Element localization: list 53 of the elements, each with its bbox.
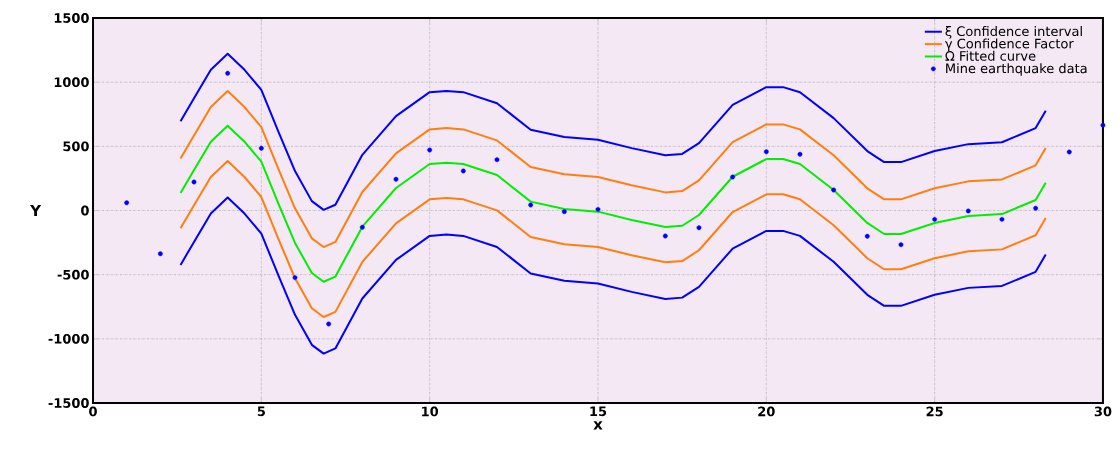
point [124, 200, 130, 206]
point [191, 179, 197, 185]
x-tick-label: 30 [1094, 406, 1112, 417]
line-series [179, 124, 1047, 283]
x-tick-label: 15 [590, 406, 607, 417]
point [797, 151, 803, 157]
point [494, 157, 500, 163]
point [763, 149, 769, 155]
y-tick-label: 1500 [54, 13, 89, 23]
point [326, 321, 332, 327]
legend-label: Ω Fitted curve [945, 50, 1036, 61]
line-series [179, 159, 1047, 319]
line-series [179, 90, 1047, 249]
y-tick-label: 1000 [54, 77, 89, 88]
point [460, 168, 466, 174]
point [359, 224, 365, 230]
y-axis-title: Y [30, 205, 42, 216]
point [427, 147, 433, 153]
legend-label: Mine earthquake data [946, 63, 1087, 76]
point [1100, 122, 1106, 128]
y-tick-label: -500 [57, 269, 89, 280]
point [258, 145, 264, 151]
point [292, 275, 298, 281]
legend-label: γ Confidence Factor [945, 38, 1074, 51]
point [1033, 205, 1039, 211]
y-tick-label: -1000 [48, 333, 89, 344]
point [932, 216, 938, 222]
y-tick-label: -1500 [48, 398, 89, 408]
point [393, 176, 399, 182]
point [696, 225, 702, 231]
point [1066, 149, 1072, 155]
x-tick-label: 5 [257, 406, 265, 417]
point [999, 216, 1005, 222]
point [831, 187, 837, 193]
point [157, 251, 163, 257]
point [730, 174, 736, 180]
point [595, 206, 601, 212]
point [965, 208, 971, 214]
x-tick-label: 20 [758, 406, 775, 417]
point [561, 209, 567, 215]
x-axis-title: x [593, 421, 603, 430]
y-tick-label: 0 [81, 205, 89, 216]
point [662, 233, 668, 239]
legend-label: ξ Confidence interval [945, 26, 1082, 39]
point [898, 242, 904, 248]
point [864, 233, 870, 239]
point [528, 202, 534, 208]
y-tick-label: 500 [63, 141, 89, 152]
line-series [179, 196, 1047, 355]
x-tick-label: 25 [926, 406, 943, 417]
x-tick-label: 10 [422, 406, 439, 417]
point [225, 70, 231, 76]
x-tick-label: 0 [89, 406, 97, 417]
